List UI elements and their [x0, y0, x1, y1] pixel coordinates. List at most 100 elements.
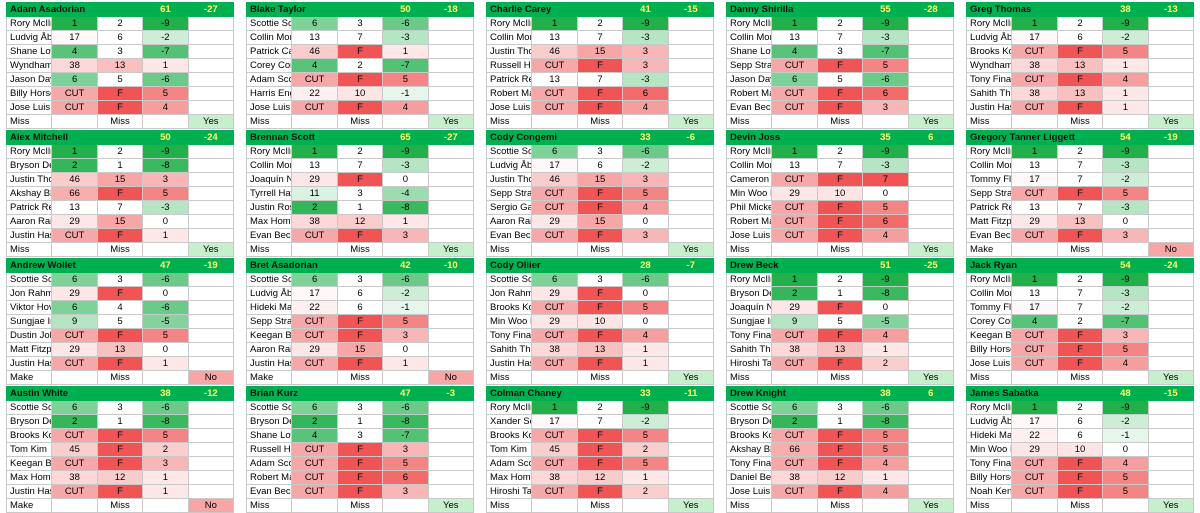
to-par: 1	[1102, 86, 1149, 101]
cut-correct: Yes	[187, 114, 235, 129]
finish-position: CUT	[291, 456, 338, 471]
golfer-row: Billy HorschelCUTF5	[5, 86, 235, 101]
to-par: 3	[382, 442, 429, 457]
points: 2	[1056, 314, 1104, 329]
points: F	[576, 200, 624, 215]
finish-position: 38	[291, 214, 338, 229]
cut-correct: Yes	[907, 242, 955, 257]
spacer	[427, 228, 475, 243]
entrant-to-par: -6	[667, 130, 715, 145]
golfer-name: Bryson Dechambeau	[725, 414, 773, 429]
spacer	[427, 300, 475, 315]
card-footer: Miss Miss Yes	[725, 114, 955, 129]
spacer	[907, 72, 955, 87]
spacer	[531, 498, 578, 513]
cut-label: Miss	[485, 370, 533, 385]
finish-position: 66	[51, 186, 98, 201]
to-par: -3	[1102, 286, 1149, 301]
finish-position: 29	[771, 300, 818, 315]
finish-position: 6	[51, 300, 98, 315]
golfer-name: Wyndham Clark	[5, 58, 53, 73]
points: F	[1056, 470, 1104, 485]
golfer-name: Rory McIlroy	[485, 16, 533, 31]
spacer	[1102, 370, 1149, 385]
finish-position: CUT	[1011, 484, 1058, 499]
finish-position: 46	[531, 172, 578, 187]
points: 1	[96, 158, 144, 173]
golfer-row: Sergio GarciaCUTF4	[485, 200, 715, 215]
golfer-name: Patrick Reed	[485, 72, 533, 87]
finish-position: 4	[1011, 314, 1058, 329]
to-par: -9	[862, 144, 909, 159]
finish-position: CUT	[291, 72, 338, 87]
golfer-name: Scottie Scheffler	[5, 272, 53, 287]
spacer	[187, 442, 235, 457]
golfer-name: Evan Beck (a)	[485, 228, 533, 243]
finish-position: CUT	[291, 356, 338, 371]
points: 10	[816, 186, 864, 201]
spacer	[667, 144, 715, 159]
points: 1	[96, 414, 144, 429]
golfer-row: Justin Thomas46153	[485, 44, 715, 59]
golfer-row: Joaquín Niemann29F0	[725, 300, 955, 315]
points: 2	[336, 58, 384, 73]
cut-label: Miss	[5, 114, 53, 129]
golfer-name: Scottie Scheffler	[245, 400, 293, 415]
spacer	[907, 456, 955, 471]
to-par: 0	[142, 342, 189, 357]
golfer-row: Akshay Bhatia66F5	[5, 186, 235, 201]
finish-position: 4	[291, 58, 338, 73]
card-footer: Miss Miss Yes	[5, 242, 235, 257]
points: F	[1056, 356, 1104, 371]
golfer-row: Jason Day 6 5 -6	[725, 72, 955, 87]
finish-position: 66	[771, 442, 818, 457]
points: 2	[576, 16, 624, 31]
golfer-name: Matt Fitzpatrick	[5, 342, 53, 357]
finish-position: 1	[291, 144, 338, 159]
finish-position: 29	[531, 314, 578, 329]
entrant-score: 50	[382, 2, 429, 17]
golfer-name: Daniel Berger	[725, 470, 773, 485]
spacer	[427, 100, 475, 115]
golfer-name: Jose Luis Ballester (a)	[485, 100, 533, 115]
points: 3	[336, 186, 384, 201]
golfer-row: Rory McIlroy12-9	[965, 144, 1195, 159]
spacer	[427, 328, 475, 343]
to-par: 1	[382, 44, 429, 59]
points: F	[336, 470, 384, 485]
points: F	[816, 200, 864, 215]
spacer	[862, 370, 909, 385]
to-par: 5	[142, 86, 189, 101]
points: F	[576, 356, 624, 371]
points: 3	[336, 428, 384, 443]
golfer-name: Jose Luis Ballester (a)	[5, 100, 53, 115]
entrant-name: Drew Beck	[725, 258, 864, 273]
card-header: Cody Ollier 28 -7	[485, 258, 715, 273]
to-par: 2	[142, 442, 189, 457]
to-par: 5	[142, 186, 189, 201]
to-par: 6	[862, 86, 909, 101]
golfer-row: Matt Fitzpatrick29130	[5, 342, 235, 357]
points: F	[816, 100, 864, 115]
finish-position: 13	[531, 30, 578, 45]
finish-position: 13	[291, 158, 338, 173]
to-par: -9	[382, 144, 429, 159]
golfer-row: Rory McIlroy12-9	[725, 16, 955, 31]
to-par: -9	[1102, 272, 1149, 287]
spacer	[1147, 484, 1195, 499]
golfer-name: Justin Thomas	[485, 172, 533, 187]
spacer	[667, 400, 715, 415]
points: F	[96, 484, 144, 499]
finish-position: 2	[771, 286, 818, 301]
golfer-row: Shane Lowry43-7	[725, 44, 955, 59]
finish-position: CUT	[1011, 186, 1058, 201]
spacer	[771, 370, 818, 385]
golfer-row: Rory McIlroy12-9	[965, 16, 1195, 31]
points: F	[576, 58, 624, 73]
to-par: 2	[622, 484, 669, 499]
